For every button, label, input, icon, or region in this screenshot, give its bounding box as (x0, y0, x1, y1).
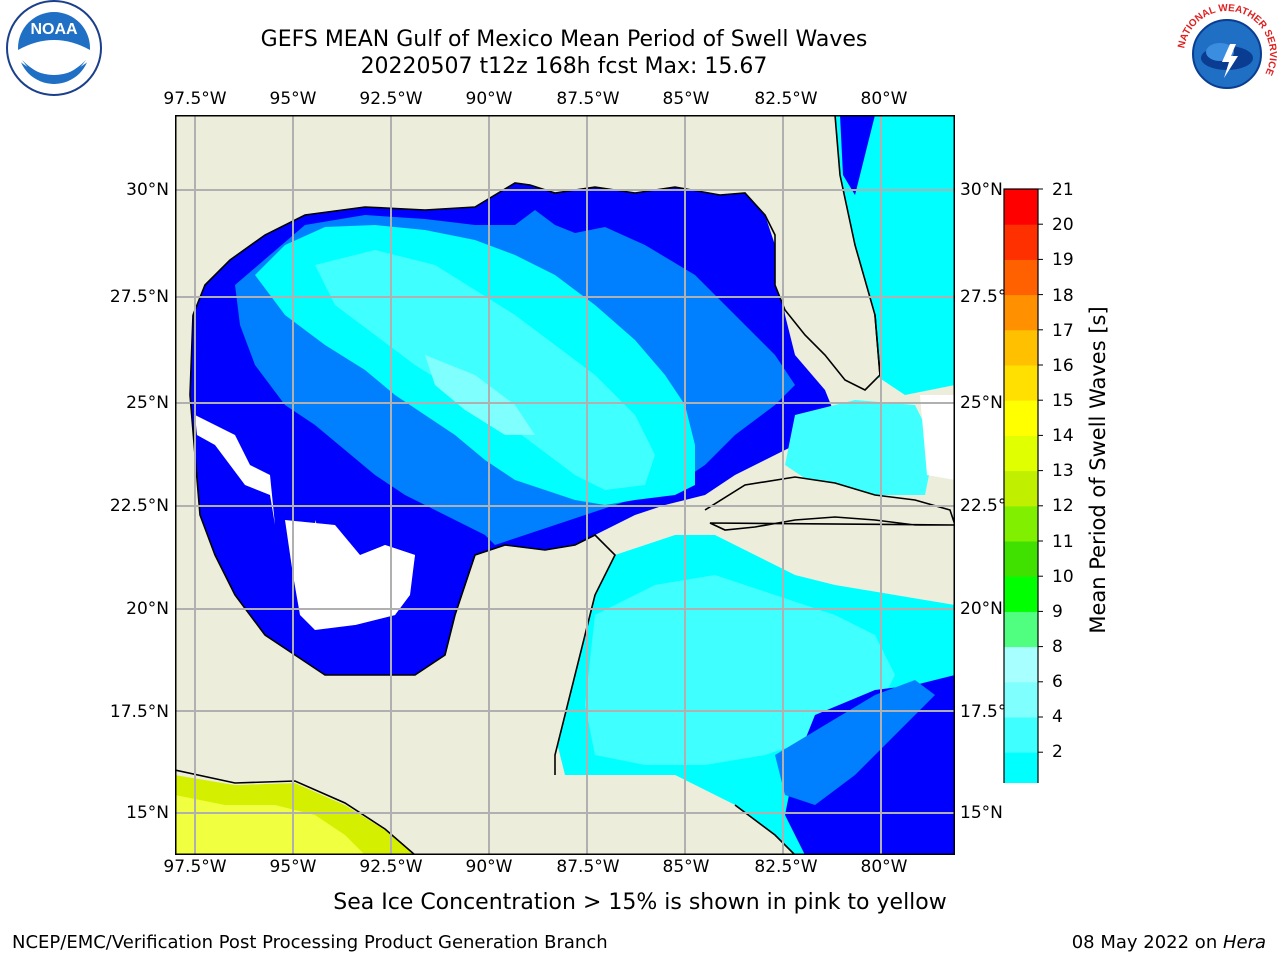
colorbar-segment (1004, 365, 1038, 401)
colorbar-tick-label: 21 (1052, 180, 1074, 200)
missing-area-campeche (285, 520, 415, 630)
colorbar-segment (1004, 224, 1038, 260)
lon-label-bottom: 82.5°W (754, 857, 818, 877)
lon-label-top: 95°W (269, 89, 317, 109)
lat-label-left: 27.5°N (109, 287, 169, 307)
colorbar-tick-label: 17 (1052, 321, 1074, 341)
chart-title: GEFS MEAN Gulf of Mexico Mean Period of … (260, 27, 868, 52)
map-frame (175, 115, 955, 855)
sea-ice-note-text: Sea Ice Concentration > 15% is shown in … (333, 890, 947, 915)
colorbar-frame (1003, 188, 1039, 783)
colorbar-tick-label: 11 (1052, 532, 1074, 552)
colorbar-tick-label: 19 (1052, 250, 1074, 270)
coastline-cuba (704, 476, 955, 531)
colorbar-tick-label: 20 (1052, 215, 1074, 235)
colorbar-segment (1004, 470, 1038, 507)
colorbar-segment (1004, 541, 1038, 577)
chart-subtitle: 20220507 t12z 168h fcst Max: 15.67 (360, 54, 768, 79)
lon-label-top: 85°W (662, 89, 710, 109)
colorbar-segment (1004, 259, 1038, 296)
lon-label-bottom: 80°W (860, 857, 908, 877)
lat-label-left: 22.5°N (109, 496, 169, 516)
lat-label-right: 20°N (960, 599, 1003, 619)
lon-label-top: 97.5°W (163, 89, 227, 109)
colorbar-segment (1004, 681, 1038, 718)
map-panel (175, 115, 955, 855)
lat-label-left: 15°N (126, 803, 169, 823)
colorbar-segment (1004, 646, 1038, 683)
colorbar-segment (1004, 505, 1038, 542)
lat-label-right: 25°N (960, 393, 1003, 413)
colorbar-tick-label: 14 (1052, 426, 1074, 446)
colorbar-tick-label: 13 (1052, 461, 1074, 481)
footer-host: Hera (1222, 932, 1266, 953)
footer-date: 08 May 2022 on Hera (1072, 932, 1266, 953)
noaa-logo-text: NOAA (30, 21, 78, 38)
lon-label-top: 92.5°W (359, 89, 423, 109)
coastline-florida-east (874, 314, 881, 376)
land-cuba (705, 477, 955, 530)
noaa-logo: NOAA (6, 0, 102, 96)
lat-label-left: 25°N (126, 393, 169, 413)
lat-label-right: 30°N (960, 180, 1003, 200)
land-usa (175, 115, 880, 390)
colorbar-tick-label: 2 (1052, 742, 1063, 762)
ice-area-bright (175, 795, 365, 855)
lon-label-top: 90°W (465, 89, 513, 109)
colorbar-segment (1004, 400, 1038, 436)
colorbar-title: Mean Period of Swell Waves [s] (1086, 306, 1110, 634)
lon-label-bottom: 97.5°W (163, 857, 227, 877)
lon-label-bottom: 87.5°W (556, 857, 620, 877)
lon-label-top: 82.5°W (754, 89, 818, 109)
colorbar-segment (1004, 189, 1038, 225)
colorbar-tick-label: 9 (1052, 602, 1063, 622)
missing-keys (920, 395, 955, 480)
sea-ice-note: Sea Ice Concentration > 15% is shown in … (0, 890, 1280, 915)
footer-branch: NCEP/EMC/Verification Post Processing Pr… (12, 932, 608, 953)
colorbar-tick-label: 6 (1052, 672, 1063, 692)
lon-label-bottom: 85°W (662, 857, 710, 877)
gridlines (175, 115, 955, 855)
light-cyan-patch-2 (425, 355, 535, 435)
coastline-us (192, 115, 881, 391)
lon-label-bottom: 95°W (269, 857, 317, 877)
lon-label-bottom: 90°W (465, 857, 513, 877)
land-mexico (175, 315, 795, 855)
colorbar-segment (1004, 435, 1038, 472)
footer-date-text: 08 May 2022 on (1071, 932, 1223, 953)
nws-logo: NATIONAL WEATHER SERVICE (1176, 3, 1278, 104)
colorbar-tick-label: 15 (1052, 391, 1074, 411)
lat-label-left: 17.5°N (109, 702, 169, 722)
lon-label-top: 80°W (860, 89, 908, 109)
colorbar (1003, 188, 1043, 783)
straits-light (785, 400, 935, 495)
lat-label-left: 30°N (126, 180, 169, 200)
colorbar-segment (1004, 294, 1038, 331)
atlantic-deep (840, 115, 875, 195)
light-cyan-patch (315, 250, 655, 490)
colorbar-segment (1004, 752, 1038, 783)
caribbean-deep (785, 675, 955, 855)
lon-label-top: 87.5°W (556, 89, 620, 109)
colorbar-tick-label: 18 (1052, 286, 1074, 306)
colorbar-tick-label: 16 (1052, 356, 1074, 376)
colorbar-segment (1004, 576, 1038, 612)
colorbar-tick-label: 10 (1052, 567, 1074, 587)
colorbar-tick-label: 4 (1052, 707, 1063, 727)
lon-label-bottom: 92.5°W (359, 857, 423, 877)
colorbar-segment (1004, 717, 1038, 753)
lat-label-left: 20°N (126, 599, 169, 619)
lat-label-right: 15°N (960, 803, 1003, 823)
colorbar-tick-label: 8 (1052, 637, 1063, 657)
colorbar-tick-label: 12 (1052, 496, 1074, 516)
colorbar-segment (1004, 329, 1038, 366)
colorbar-segment (1004, 611, 1038, 648)
